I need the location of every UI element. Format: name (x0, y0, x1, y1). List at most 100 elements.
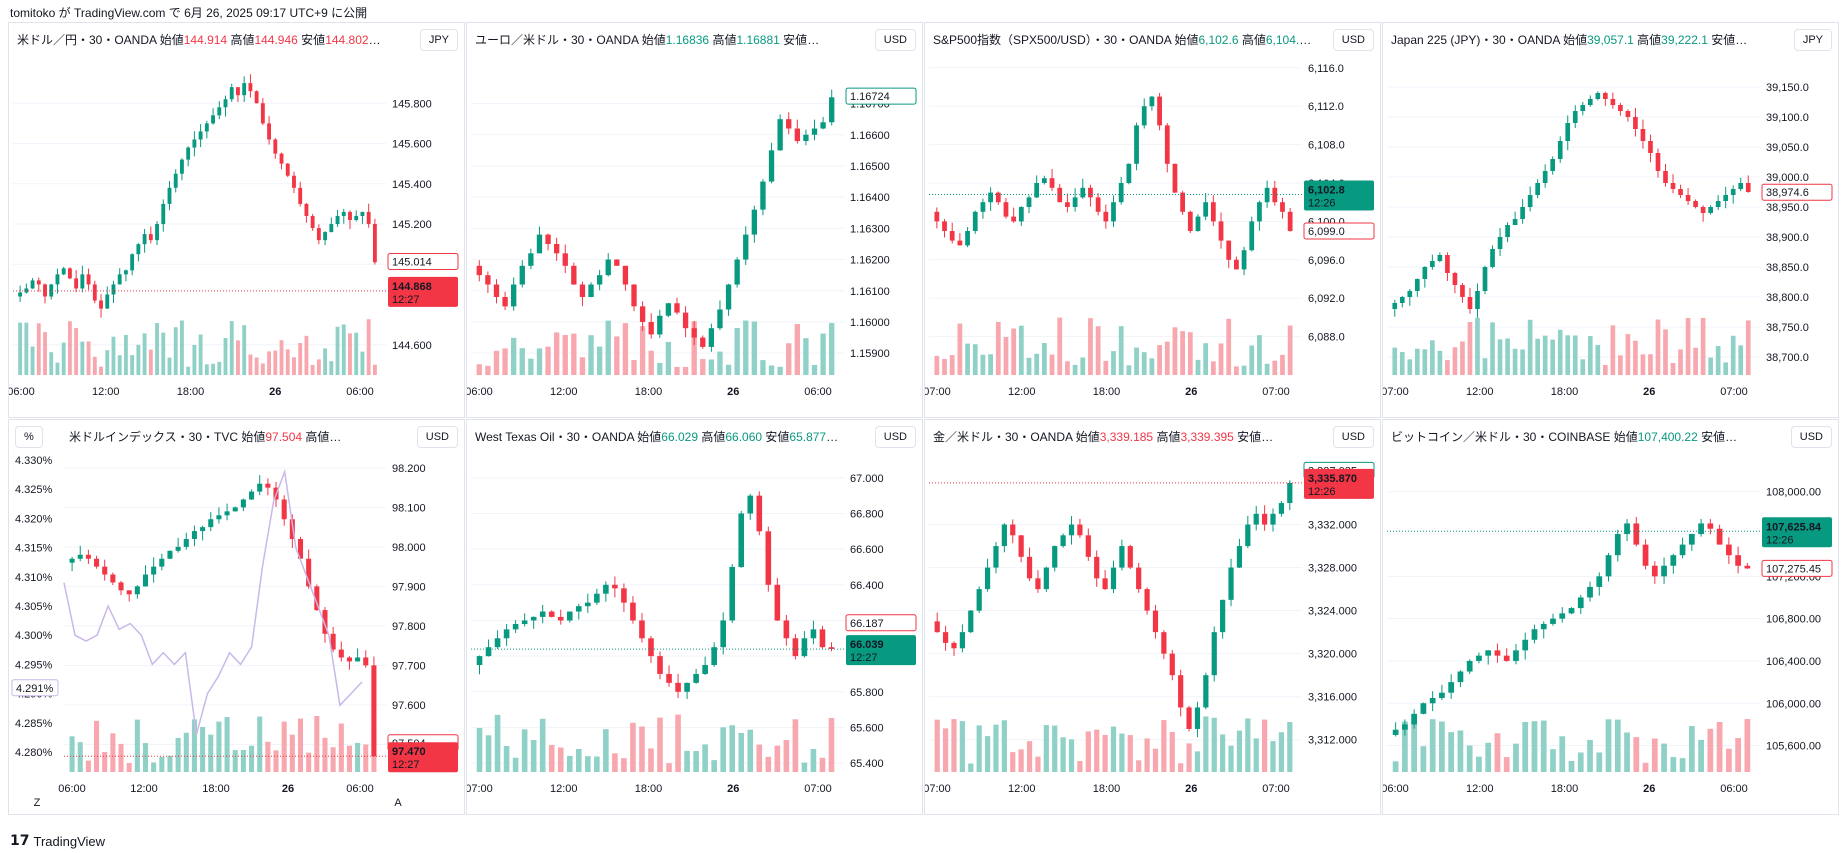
volume-bar (335, 326, 340, 375)
volume-bar (1572, 335, 1578, 375)
candle-body (341, 211, 346, 216)
y-tick-label: 39,100.0 (1766, 112, 1809, 124)
price-tag-box (388, 742, 458, 773)
x-tick-label: 18:00 (635, 783, 663, 795)
y-tick-label: 1.16000 (850, 317, 890, 329)
currency-button[interactable]: JPY (1793, 29, 1832, 51)
candle-body (1475, 291, 1480, 309)
volume-bar (208, 734, 214, 772)
currency-button[interactable]: USD (1790, 426, 1832, 448)
volume-bar (1698, 739, 1704, 772)
currency-button[interactable]: USD (874, 426, 916, 448)
chart-panel-xauusd[interactable]: 3,332.000 3,328.000 3,324.000 3,320.000 3,31… (924, 419, 1381, 815)
candle-body (1287, 211, 1293, 231)
chart-panel-jp225[interactable]: 39,150.0 39,100.0 39,050.0 39,000.0 38,950.0… (1382, 22, 1839, 418)
chart-panel-spx[interactable]: 6,116.06,112.06,108.06,104.06,100.06,096… (924, 22, 1381, 418)
volume-bar (1452, 347, 1458, 375)
volume-bar (1715, 346, 1721, 375)
currency-button[interactable]: USD (874, 29, 916, 51)
volume-bar (1439, 721, 1445, 772)
candle-body (934, 211, 940, 222)
chart-panel-btcusd[interactable]: 108,000.00107,600.00107,200.00106,800.00… (1382, 419, 1839, 815)
volume-bar (363, 744, 369, 772)
candle-body (1559, 613, 1566, 619)
volume-bar (198, 334, 203, 375)
candle-body (951, 642, 957, 649)
volume-bar (1003, 336, 1009, 375)
volume-bar (1460, 341, 1465, 375)
chart-title-xauusd: 金／米ドル・30・OANDA 始値3,339.185 高値3,339.395 安… (933, 428, 1273, 445)
candle-body (130, 254, 135, 271)
left-y-tick-label: 4.315% (15, 543, 53, 555)
chart-panel-eurusd[interactable]: 1.167001.166001.165001.164001.163001.162… (466, 22, 923, 418)
candle-body (240, 499, 246, 508)
currency-button[interactable]: USD (416, 426, 458, 448)
candle-body (18, 292, 23, 297)
volume-bar (180, 320, 184, 375)
x-tick-label: 12:00 (550, 386, 578, 398)
candle-body (279, 153, 284, 164)
volume-bar (1512, 348, 1518, 375)
candle-body (1264, 187, 1270, 203)
candle-body (265, 483, 271, 488)
y-tick-label: 144.600 (392, 340, 432, 352)
ohlc-value: 39,057.1 (1587, 33, 1634, 47)
volume-bar (1411, 723, 1418, 772)
volume-bar (1679, 758, 1686, 772)
candle-body (1429, 697, 1436, 704)
candle-body (355, 657, 361, 662)
candle-body (77, 554, 83, 559)
last-value-label: 145.014 (392, 256, 432, 268)
volume-bar (354, 332, 359, 375)
volume-bar (117, 355, 122, 375)
candle-body (1049, 178, 1055, 188)
candle-body (180, 159, 184, 174)
ohlc-value: 107,400.22 (1637, 430, 1698, 444)
chart-panel-dxy[interactable]: 4.330% 4.325% 4.320% 4.315% 4.310% 4.305% 4.30… (8, 419, 465, 815)
x-tick-label: 26 (269, 386, 281, 398)
volume-bar (1088, 318, 1093, 375)
volume-bar (1596, 752, 1603, 772)
volume-bar (55, 362, 60, 375)
volume-bar (1103, 360, 1109, 375)
volume-bar (972, 344, 978, 375)
x-tick-label: 18:00 (635, 386, 663, 398)
chart-panel-usdjpy[interactable]: 145.800145.600145.400145.200145.000144.6… (8, 22, 465, 418)
volume-bar (988, 354, 993, 375)
candle-body (1226, 240, 1232, 260)
y-tick-label: 1.16300 (850, 223, 890, 235)
volume-bar (1018, 749, 1024, 772)
ohlc-label: 高値 (1633, 33, 1662, 47)
candle-body (217, 107, 222, 116)
currency-button[interactable]: USD (1332, 426, 1374, 448)
volume-bar (1026, 357, 1032, 375)
left-y-tick-label: 4.300% (15, 630, 53, 642)
candle-body (1110, 567, 1117, 590)
volume-bar (751, 321, 758, 375)
ohlc-value: 65.877 (789, 430, 827, 444)
candle-body (575, 606, 582, 612)
volume-bar (756, 744, 763, 772)
candle-body (1035, 578, 1041, 590)
candle-body (1670, 555, 1677, 566)
x-tick-label: 06:00 (804, 386, 832, 398)
volume-bar (594, 756, 600, 772)
currency-button[interactable]: USD (1332, 29, 1374, 51)
y-tick-label: 66.800 (850, 508, 884, 520)
candle-body (94, 558, 100, 567)
currency-button[interactable]: JPY (419, 29, 458, 51)
volume-bar (1595, 344, 1601, 375)
chart-panel-wti[interactable]: 67.00066.80066.60066.40066.20066.00065.8… (466, 419, 923, 815)
candle-body (1262, 513, 1268, 525)
candle-body (216, 515, 222, 520)
left-axis-unit-button[interactable]: % (15, 426, 43, 448)
volume-bar (1531, 721, 1538, 772)
candle-body (1707, 523, 1714, 529)
candle-body (1228, 567, 1234, 600)
x-tick-label: 12:00 (1008, 386, 1036, 398)
volume-bar (136, 344, 141, 375)
volume-bar (503, 745, 510, 772)
candle-body (648, 638, 654, 657)
volume-bar (1203, 343, 1209, 375)
candle-body (1034, 183, 1040, 198)
